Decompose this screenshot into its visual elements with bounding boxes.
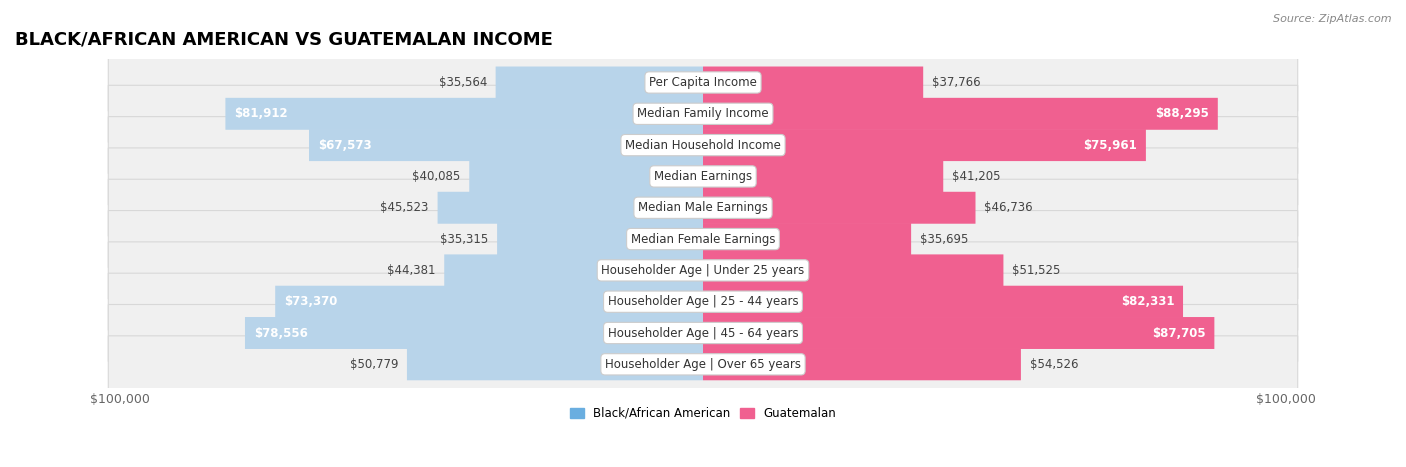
Text: $54,526: $54,526	[1029, 358, 1078, 371]
FancyBboxPatch shape	[703, 317, 1215, 349]
FancyBboxPatch shape	[437, 192, 703, 224]
FancyBboxPatch shape	[703, 66, 924, 99]
Text: Source: ZipAtlas.com: Source: ZipAtlas.com	[1274, 14, 1392, 24]
Text: $35,564: $35,564	[439, 76, 486, 89]
FancyBboxPatch shape	[703, 192, 976, 224]
Text: $73,370: $73,370	[284, 295, 337, 308]
Text: $78,556: $78,556	[253, 326, 308, 340]
FancyBboxPatch shape	[703, 286, 1182, 318]
FancyBboxPatch shape	[703, 223, 911, 255]
FancyBboxPatch shape	[703, 348, 1021, 380]
Text: $81,912: $81,912	[235, 107, 288, 120]
Text: Median Household Income: Median Household Income	[626, 139, 780, 152]
Legend: Black/African American, Guatemalan: Black/African American, Guatemalan	[565, 402, 841, 425]
Text: $45,523: $45,523	[381, 201, 429, 214]
Text: $51,525: $51,525	[1012, 264, 1060, 277]
Text: BLACK/AFRICAN AMERICAN VS GUATEMALAN INCOME: BLACK/AFRICAN AMERICAN VS GUATEMALAN INC…	[15, 30, 553, 48]
Text: $35,695: $35,695	[920, 233, 969, 246]
FancyBboxPatch shape	[496, 66, 703, 99]
Text: Median Earnings: Median Earnings	[654, 170, 752, 183]
Text: Per Capita Income: Per Capita Income	[650, 76, 756, 89]
Text: $87,705: $87,705	[1152, 326, 1205, 340]
Text: Householder Age | 45 - 64 years: Householder Age | 45 - 64 years	[607, 326, 799, 340]
FancyBboxPatch shape	[276, 286, 703, 318]
Text: Median Female Earnings: Median Female Earnings	[631, 233, 775, 246]
Text: Householder Age | Under 25 years: Householder Age | Under 25 years	[602, 264, 804, 277]
FancyBboxPatch shape	[108, 148, 1298, 205]
FancyBboxPatch shape	[108, 179, 1298, 236]
Text: Median Male Earnings: Median Male Earnings	[638, 201, 768, 214]
FancyBboxPatch shape	[245, 317, 703, 349]
FancyBboxPatch shape	[703, 129, 1146, 161]
Text: Median Family Income: Median Family Income	[637, 107, 769, 120]
Text: $82,331: $82,331	[1121, 295, 1174, 308]
FancyBboxPatch shape	[108, 85, 1298, 142]
Text: Householder Age | 25 - 44 years: Householder Age | 25 - 44 years	[607, 295, 799, 308]
FancyBboxPatch shape	[108, 242, 1298, 299]
FancyBboxPatch shape	[108, 336, 1298, 393]
FancyBboxPatch shape	[498, 223, 703, 255]
Text: Householder Age | Over 65 years: Householder Age | Over 65 years	[605, 358, 801, 371]
Text: $40,085: $40,085	[412, 170, 461, 183]
FancyBboxPatch shape	[703, 161, 943, 192]
FancyBboxPatch shape	[703, 98, 1218, 130]
FancyBboxPatch shape	[108, 273, 1298, 330]
Text: $67,573: $67,573	[318, 139, 371, 152]
Text: $75,961: $75,961	[1084, 139, 1137, 152]
Text: $41,205: $41,205	[952, 170, 1001, 183]
FancyBboxPatch shape	[225, 98, 703, 130]
Text: $46,736: $46,736	[984, 201, 1033, 214]
FancyBboxPatch shape	[108, 304, 1298, 361]
Text: $44,381: $44,381	[387, 264, 436, 277]
FancyBboxPatch shape	[470, 161, 703, 192]
Text: $50,779: $50,779	[350, 358, 398, 371]
FancyBboxPatch shape	[406, 348, 703, 380]
Text: $37,766: $37,766	[932, 76, 980, 89]
FancyBboxPatch shape	[108, 54, 1298, 111]
Text: $88,295: $88,295	[1156, 107, 1209, 120]
FancyBboxPatch shape	[703, 255, 1004, 286]
Text: $35,315: $35,315	[440, 233, 488, 246]
FancyBboxPatch shape	[108, 117, 1298, 174]
FancyBboxPatch shape	[108, 211, 1298, 268]
FancyBboxPatch shape	[309, 129, 703, 161]
FancyBboxPatch shape	[444, 255, 703, 286]
